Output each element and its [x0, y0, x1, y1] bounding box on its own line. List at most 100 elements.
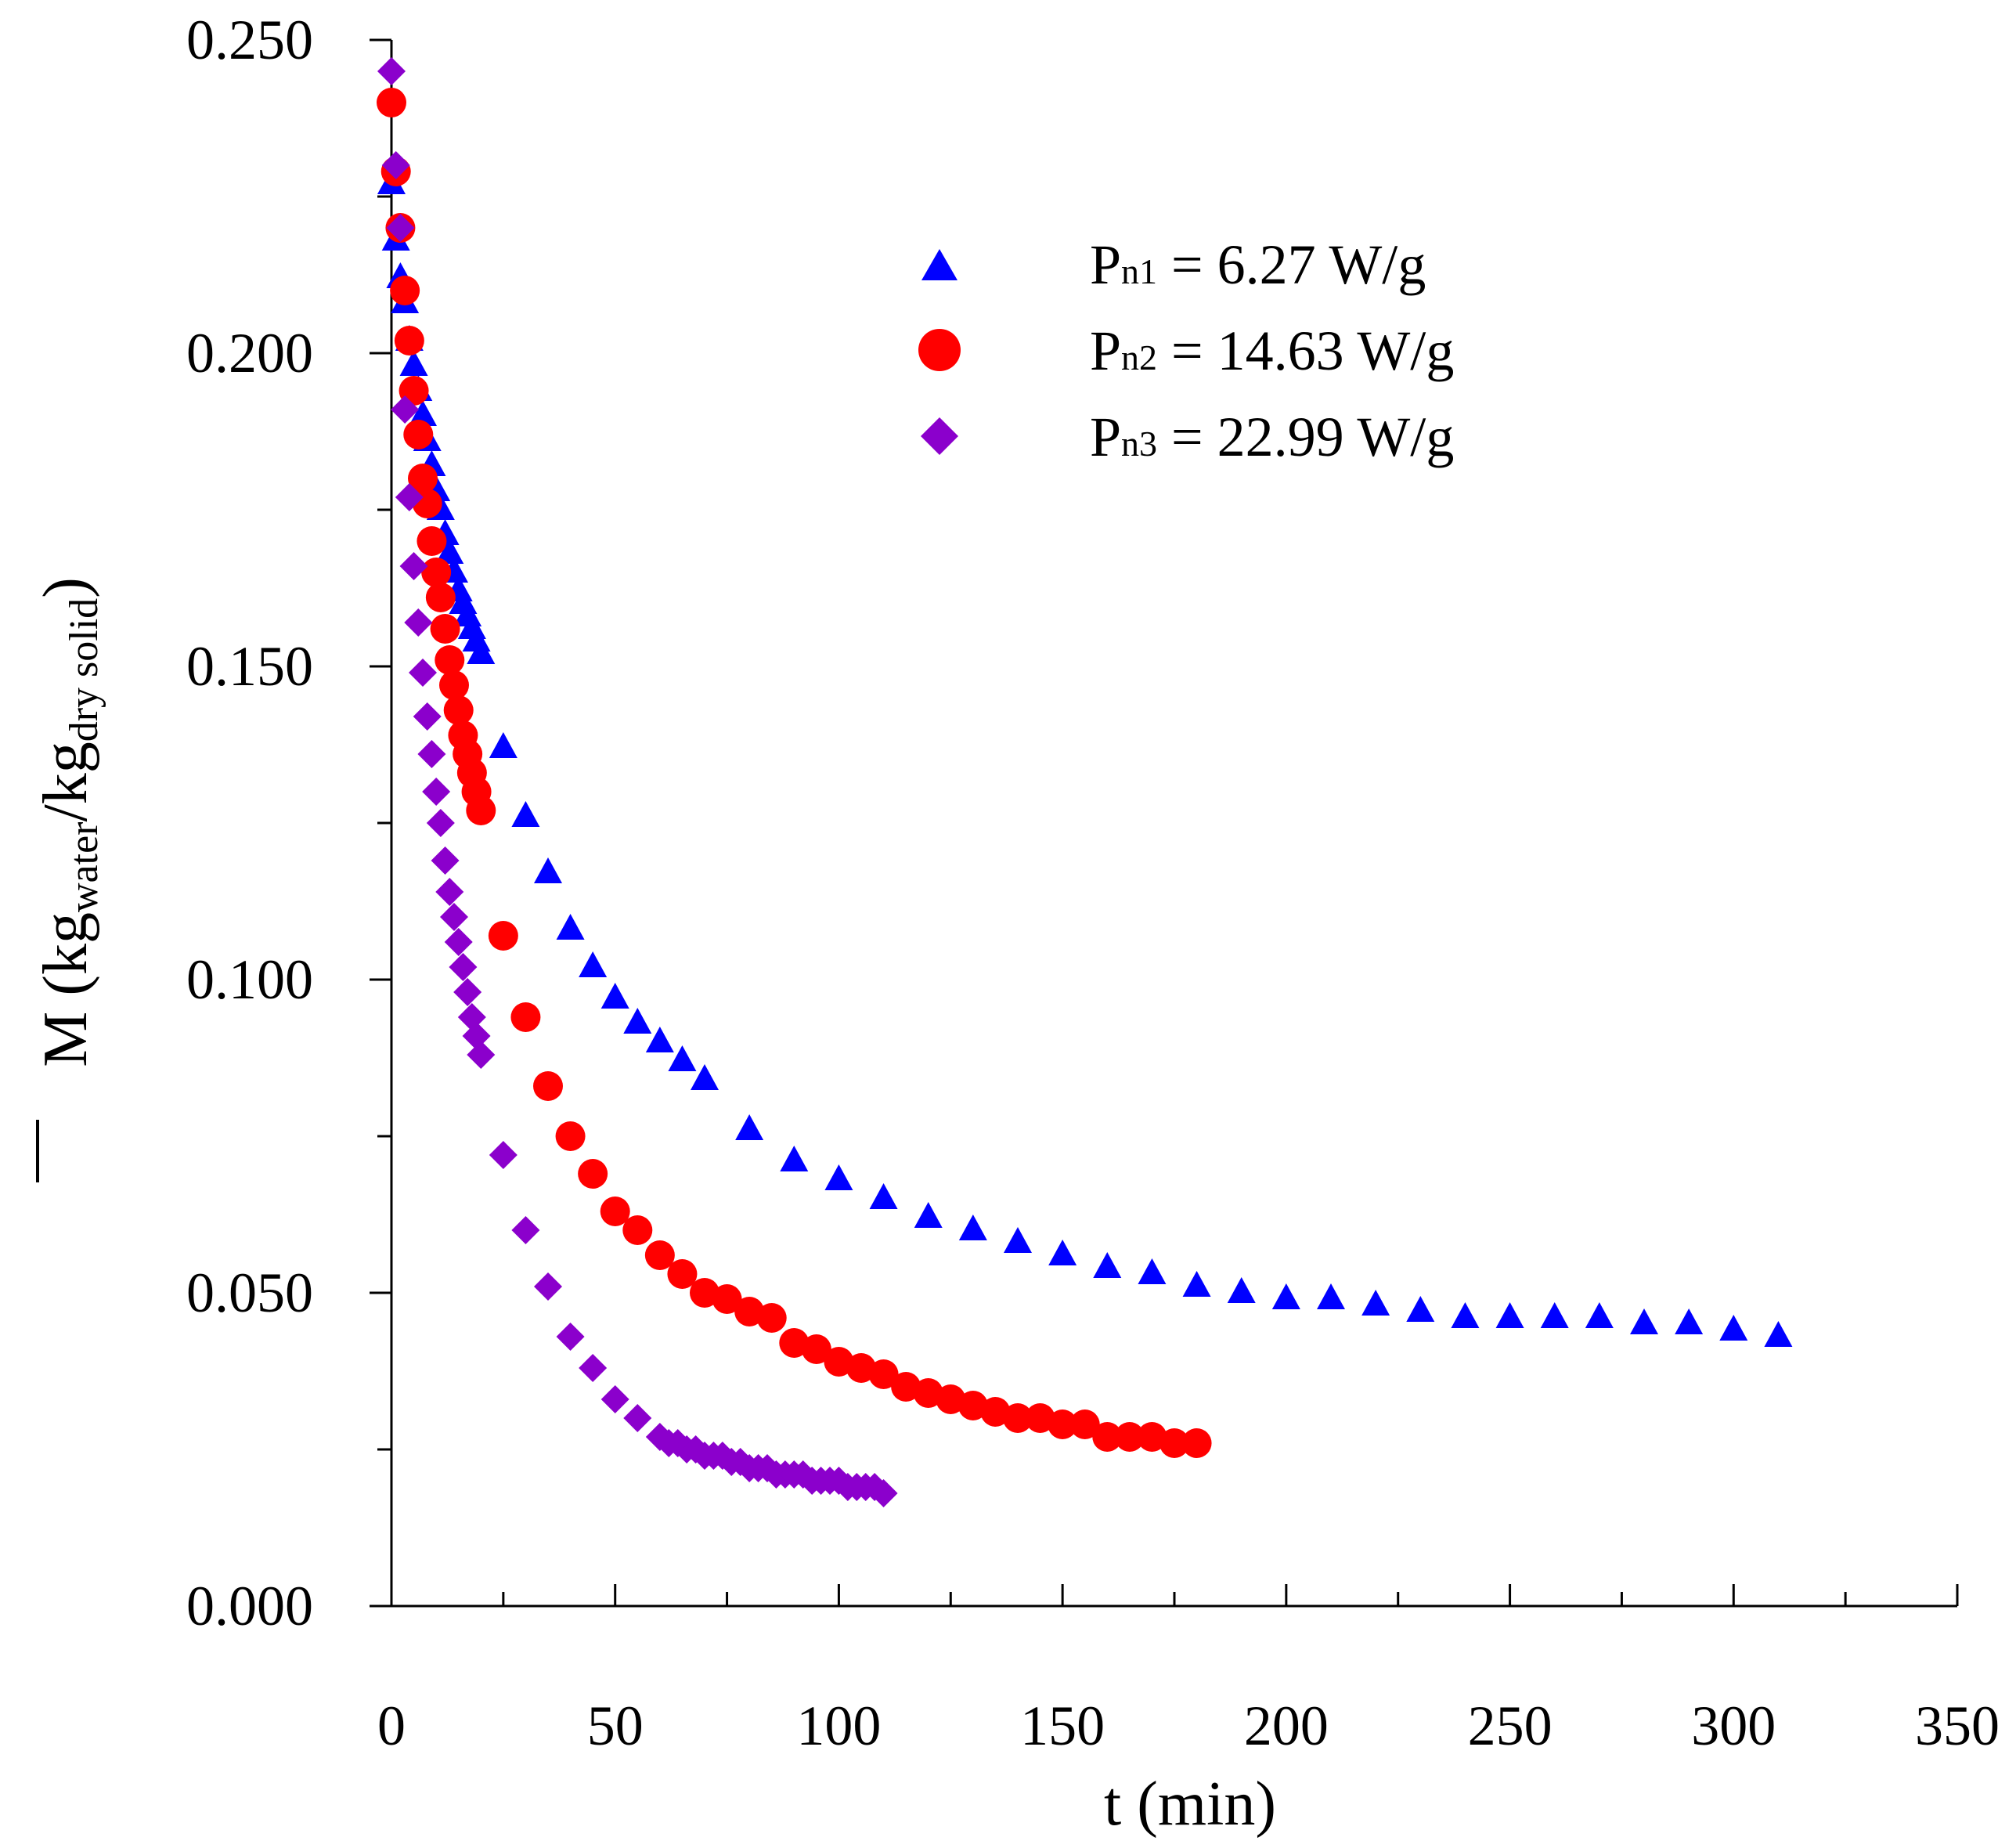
data-point-circle — [913, 1378, 943, 1408]
data-point-circle — [644, 1240, 675, 1270]
data-point-triangle — [623, 1008, 652, 1034]
y-tick-label: 0.050 — [186, 1261, 313, 1324]
data-point-diamond — [426, 809, 455, 837]
data-point-triangle — [914, 1202, 943, 1228]
x-tick-label: 250 — [1468, 1695, 1553, 1757]
x-ticks: 0 50 100 150 200 250 300 350 — [377, 1584, 2000, 1757]
data-point-triangle — [579, 951, 608, 977]
data-point-triangle — [600, 983, 629, 1009]
y-label-main: M — [31, 1012, 100, 1067]
data-point-triangle — [399, 350, 428, 376]
data-point-diamond — [431, 846, 460, 875]
data-point-circle — [430, 614, 460, 644]
data-point-triangle — [1361, 1290, 1390, 1316]
y-ticks: 0.000 0.050 0.100 0.150 0.200 0.250 — [186, 9, 391, 1637]
data-point-circle — [390, 276, 420, 305]
data-point-triangle — [780, 1146, 809, 1171]
data-point-diamond — [422, 778, 451, 806]
x-tick-label: 50 — [587, 1695, 644, 1757]
y-label-sub1: water — [62, 822, 106, 912]
data-point-diamond — [391, 395, 420, 424]
legend-item-3: Pn3 = 22.99 W/g — [921, 406, 1454, 468]
data-point-triangle — [467, 638, 496, 664]
legend-marker-triangle — [921, 249, 958, 280]
data-point-triangle — [1764, 1321, 1793, 1347]
y-label-mid: /kg — [31, 742, 100, 821]
data-point-circle — [756, 1303, 787, 1333]
data-point-circle — [846, 1353, 876, 1383]
data-point-triangle — [511, 801, 540, 827]
data-point-triangle — [869, 1183, 898, 1209]
data-point-circle — [712, 1284, 742, 1314]
data-point-diamond — [444, 928, 473, 956]
data-point-triangle — [958, 1215, 987, 1240]
data-point-diamond — [511, 1216, 540, 1244]
data-point-diamond — [386, 214, 415, 242]
series-2 — [377, 88, 1212, 1458]
data-point-diamond — [457, 1003, 486, 1031]
data-point-triangle — [1004, 1227, 1032, 1253]
data-point-diamond — [399, 552, 428, 580]
data-point-triangle — [489, 732, 518, 758]
data-point-diamond — [462, 1022, 491, 1050]
y-tick-label: 0.100 — [186, 948, 313, 1011]
x-tick-label: 300 — [1691, 1695, 1776, 1757]
data-point-triangle — [534, 857, 562, 883]
data-point-triangle — [1048, 1240, 1077, 1265]
data-point-diamond — [534, 1272, 562, 1301]
data-point-diamond — [579, 1354, 608, 1382]
axes: 0 50 100 150 200 250 300 350 0.000 0.050 0.100 0.1… — [186, 9, 2000, 1757]
data-point-diamond — [404, 608, 433, 637]
data-point-circle — [510, 1002, 541, 1032]
data-point-triangle — [1182, 1271, 1211, 1297]
data-point-diamond — [449, 953, 478, 981]
data-point-circle — [1114, 1422, 1145, 1452]
data-point-circle — [690, 1278, 719, 1308]
data-point-circle — [734, 1297, 765, 1326]
y-label-open: (kg — [31, 912, 100, 996]
data-point-circle — [421, 558, 452, 587]
data-point-circle — [958, 1391, 988, 1420]
data-point-diamond — [381, 151, 410, 179]
data-point-circle — [443, 695, 474, 725]
data-point-circle — [801, 1334, 831, 1364]
data-point-diamond — [395, 483, 424, 511]
data-point-circle — [1069, 1409, 1100, 1439]
y-label-close: ) — [31, 577, 100, 598]
data-point-triangle — [1719, 1315, 1748, 1341]
legend-marker-circle — [918, 329, 961, 371]
data-point-circle — [488, 921, 518, 951]
data-point-diamond — [623, 1404, 652, 1432]
y-axis-label: M (kgwater/kgdry solid) — [31, 577, 106, 1182]
y-axis-label-text: M (kgwater/kgdry solid) — [31, 577, 106, 1067]
data-point-diamond — [556, 1323, 585, 1351]
data-point-circle — [868, 1359, 899, 1389]
data-point-triangle — [1317, 1283, 1345, 1309]
y-tick-label: 0.150 — [186, 635, 313, 698]
data-point-diamond — [413, 702, 442, 731]
data-point-circle — [1181, 1428, 1212, 1458]
y-tick-label: 0.000 — [186, 1575, 313, 1637]
data-point-circle — [555, 1121, 586, 1151]
data-point-circle — [394, 326, 424, 356]
data-point-triangle — [1406, 1296, 1435, 1322]
data-point-triangle — [1585, 1302, 1614, 1328]
data-point-diamond — [489, 1141, 518, 1169]
data-point-circle — [439, 670, 469, 700]
data-point-triangle — [556, 914, 585, 940]
data-point-circle — [1137, 1422, 1167, 1452]
y-tick-label: 0.250 — [186, 9, 313, 71]
x-axis-label: t (min) — [1104, 1770, 1276, 1839]
data-point-circle — [824, 1347, 854, 1377]
x-tick-label: 150 — [1020, 1695, 1105, 1757]
data-point-circle — [980, 1397, 1011, 1427]
data-point-triangle — [668, 1045, 697, 1071]
data-point-circle — [600, 1197, 630, 1226]
x-tick-label: 100 — [796, 1695, 881, 1757]
data-point-diamond — [869, 1479, 898, 1507]
data-point-circle — [1092, 1422, 1123, 1452]
y-label-sub2: dry solid — [62, 598, 106, 742]
legend-label-1: Pn1 = 6.27 W/g — [1090, 233, 1426, 296]
data-point-triangle — [1093, 1252, 1122, 1278]
